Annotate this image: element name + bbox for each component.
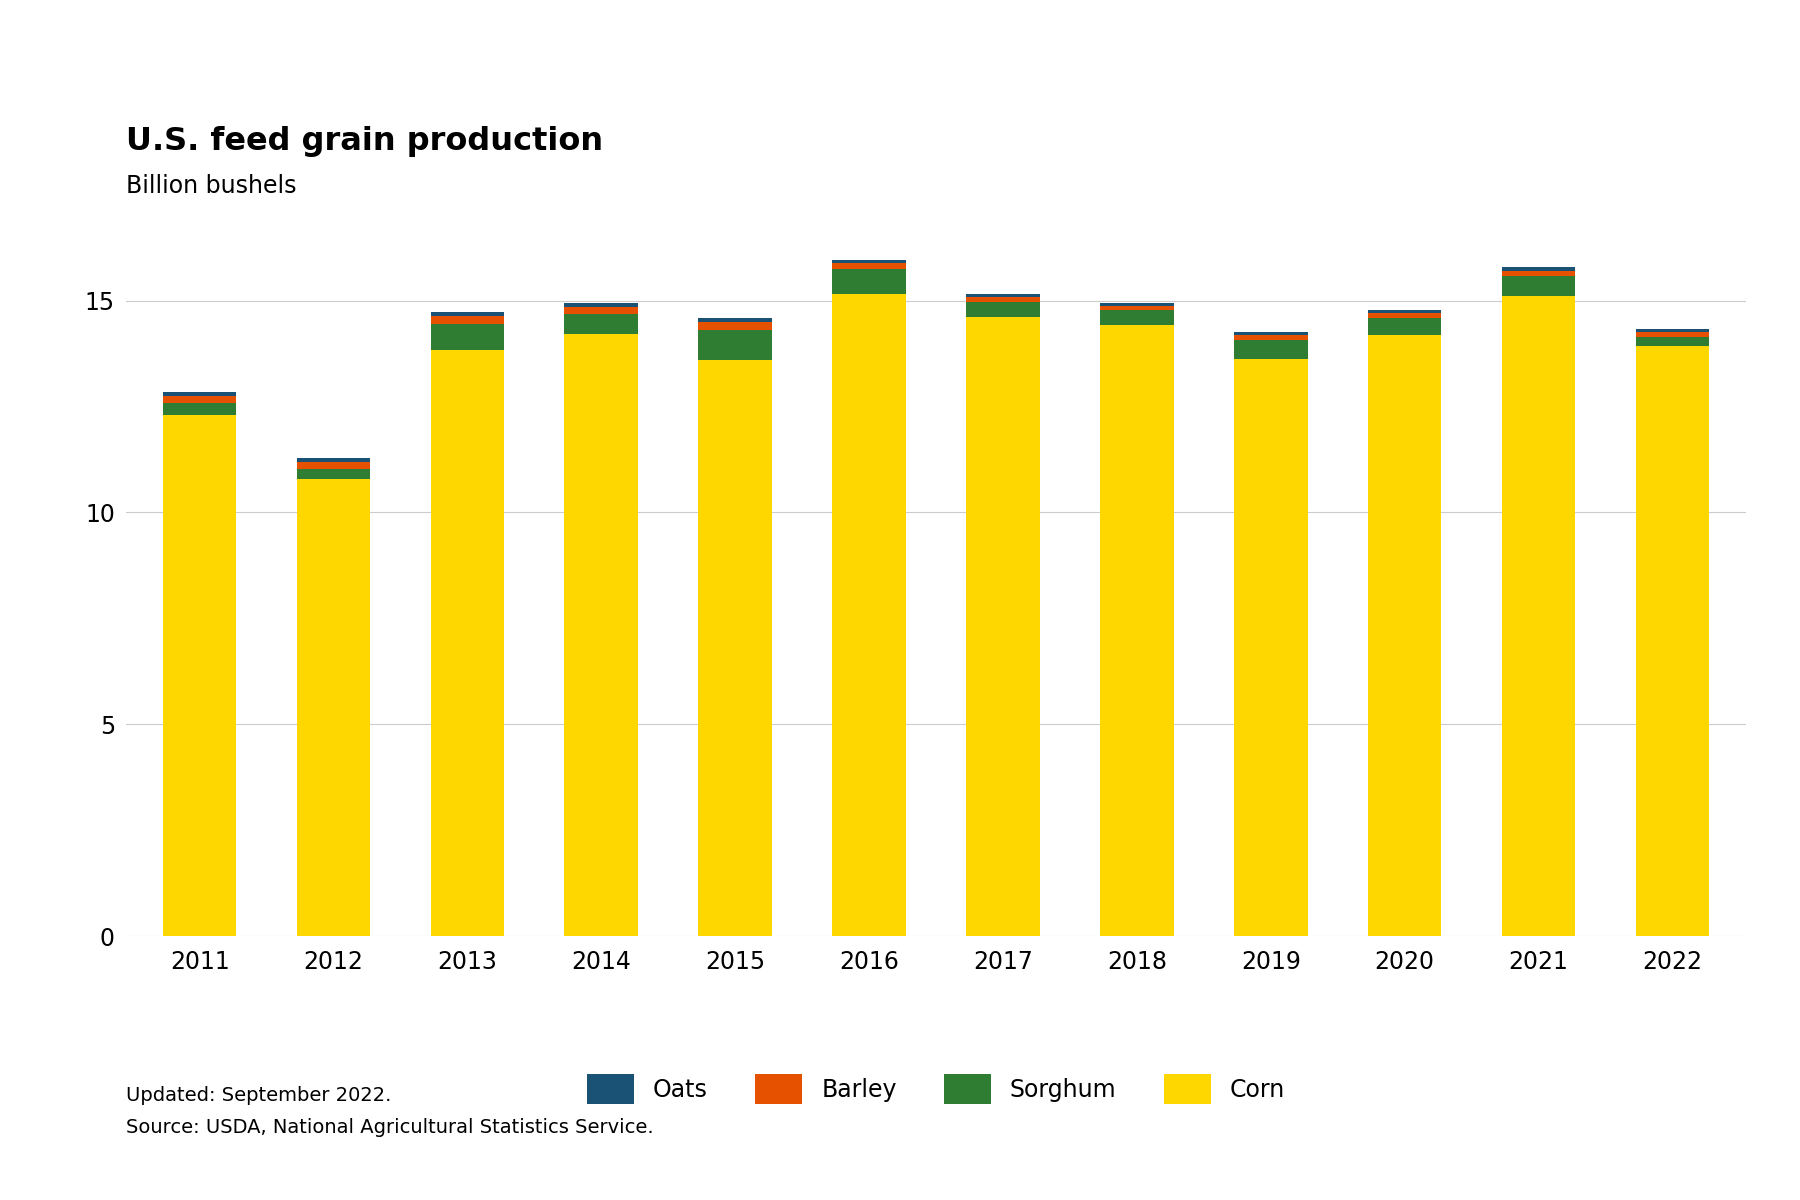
Bar bbox=[162, 403, 236, 415]
Bar bbox=[967, 302, 1040, 317]
Bar bbox=[1501, 276, 1575, 295]
Bar bbox=[565, 314, 639, 334]
Legend: Oats, Barley, Sorghum, Corn: Oats, Barley, Sorghum, Corn bbox=[587, 1074, 1285, 1104]
Bar bbox=[1636, 329, 1710, 332]
Bar bbox=[1368, 336, 1442, 936]
Bar bbox=[1233, 332, 1307, 335]
Bar bbox=[698, 323, 772, 330]
Bar bbox=[1636, 337, 1710, 346]
Bar bbox=[430, 350, 504, 936]
Bar bbox=[1636, 332, 1710, 337]
Bar bbox=[162, 392, 236, 396]
Bar bbox=[297, 469, 371, 480]
Bar bbox=[1501, 295, 1575, 936]
Bar bbox=[967, 296, 1040, 302]
Text: U.S. feed grain production: U.S. feed grain production bbox=[126, 126, 603, 157]
Bar bbox=[1636, 346, 1710, 936]
Bar bbox=[162, 415, 236, 936]
Bar bbox=[430, 312, 504, 317]
Bar bbox=[1368, 318, 1442, 336]
Bar bbox=[1100, 302, 1174, 306]
Bar bbox=[832, 294, 905, 936]
Bar bbox=[565, 302, 639, 307]
Text: Billion bushels: Billion bushels bbox=[126, 174, 297, 198]
Bar bbox=[1233, 340, 1307, 359]
Bar bbox=[297, 462, 371, 469]
Bar bbox=[297, 458, 371, 462]
Bar bbox=[832, 259, 905, 263]
Bar bbox=[565, 334, 639, 936]
Text: Source: USDA, National Agricultural Statistics Service.: Source: USDA, National Agricultural Stat… bbox=[126, 1118, 653, 1138]
Bar bbox=[1233, 335, 1307, 340]
Bar bbox=[162, 396, 236, 403]
Bar bbox=[1100, 325, 1174, 936]
Bar bbox=[565, 307, 639, 314]
Bar bbox=[698, 360, 772, 936]
Text: Updated: September 2022.: Updated: September 2022. bbox=[126, 1086, 391, 1105]
Bar bbox=[430, 324, 504, 350]
Bar bbox=[1233, 359, 1307, 936]
Bar bbox=[698, 318, 772, 323]
Bar bbox=[430, 317, 504, 324]
Bar bbox=[967, 294, 1040, 296]
Bar bbox=[297, 480, 371, 936]
Bar bbox=[1368, 310, 1442, 312]
Bar bbox=[1100, 310, 1174, 325]
Bar bbox=[832, 269, 905, 294]
Bar bbox=[1501, 268, 1575, 271]
Bar bbox=[832, 263, 905, 269]
Bar bbox=[698, 330, 772, 360]
Bar bbox=[1501, 271, 1575, 276]
Bar bbox=[1100, 306, 1174, 310]
Bar bbox=[1368, 312, 1442, 318]
Bar bbox=[967, 317, 1040, 936]
